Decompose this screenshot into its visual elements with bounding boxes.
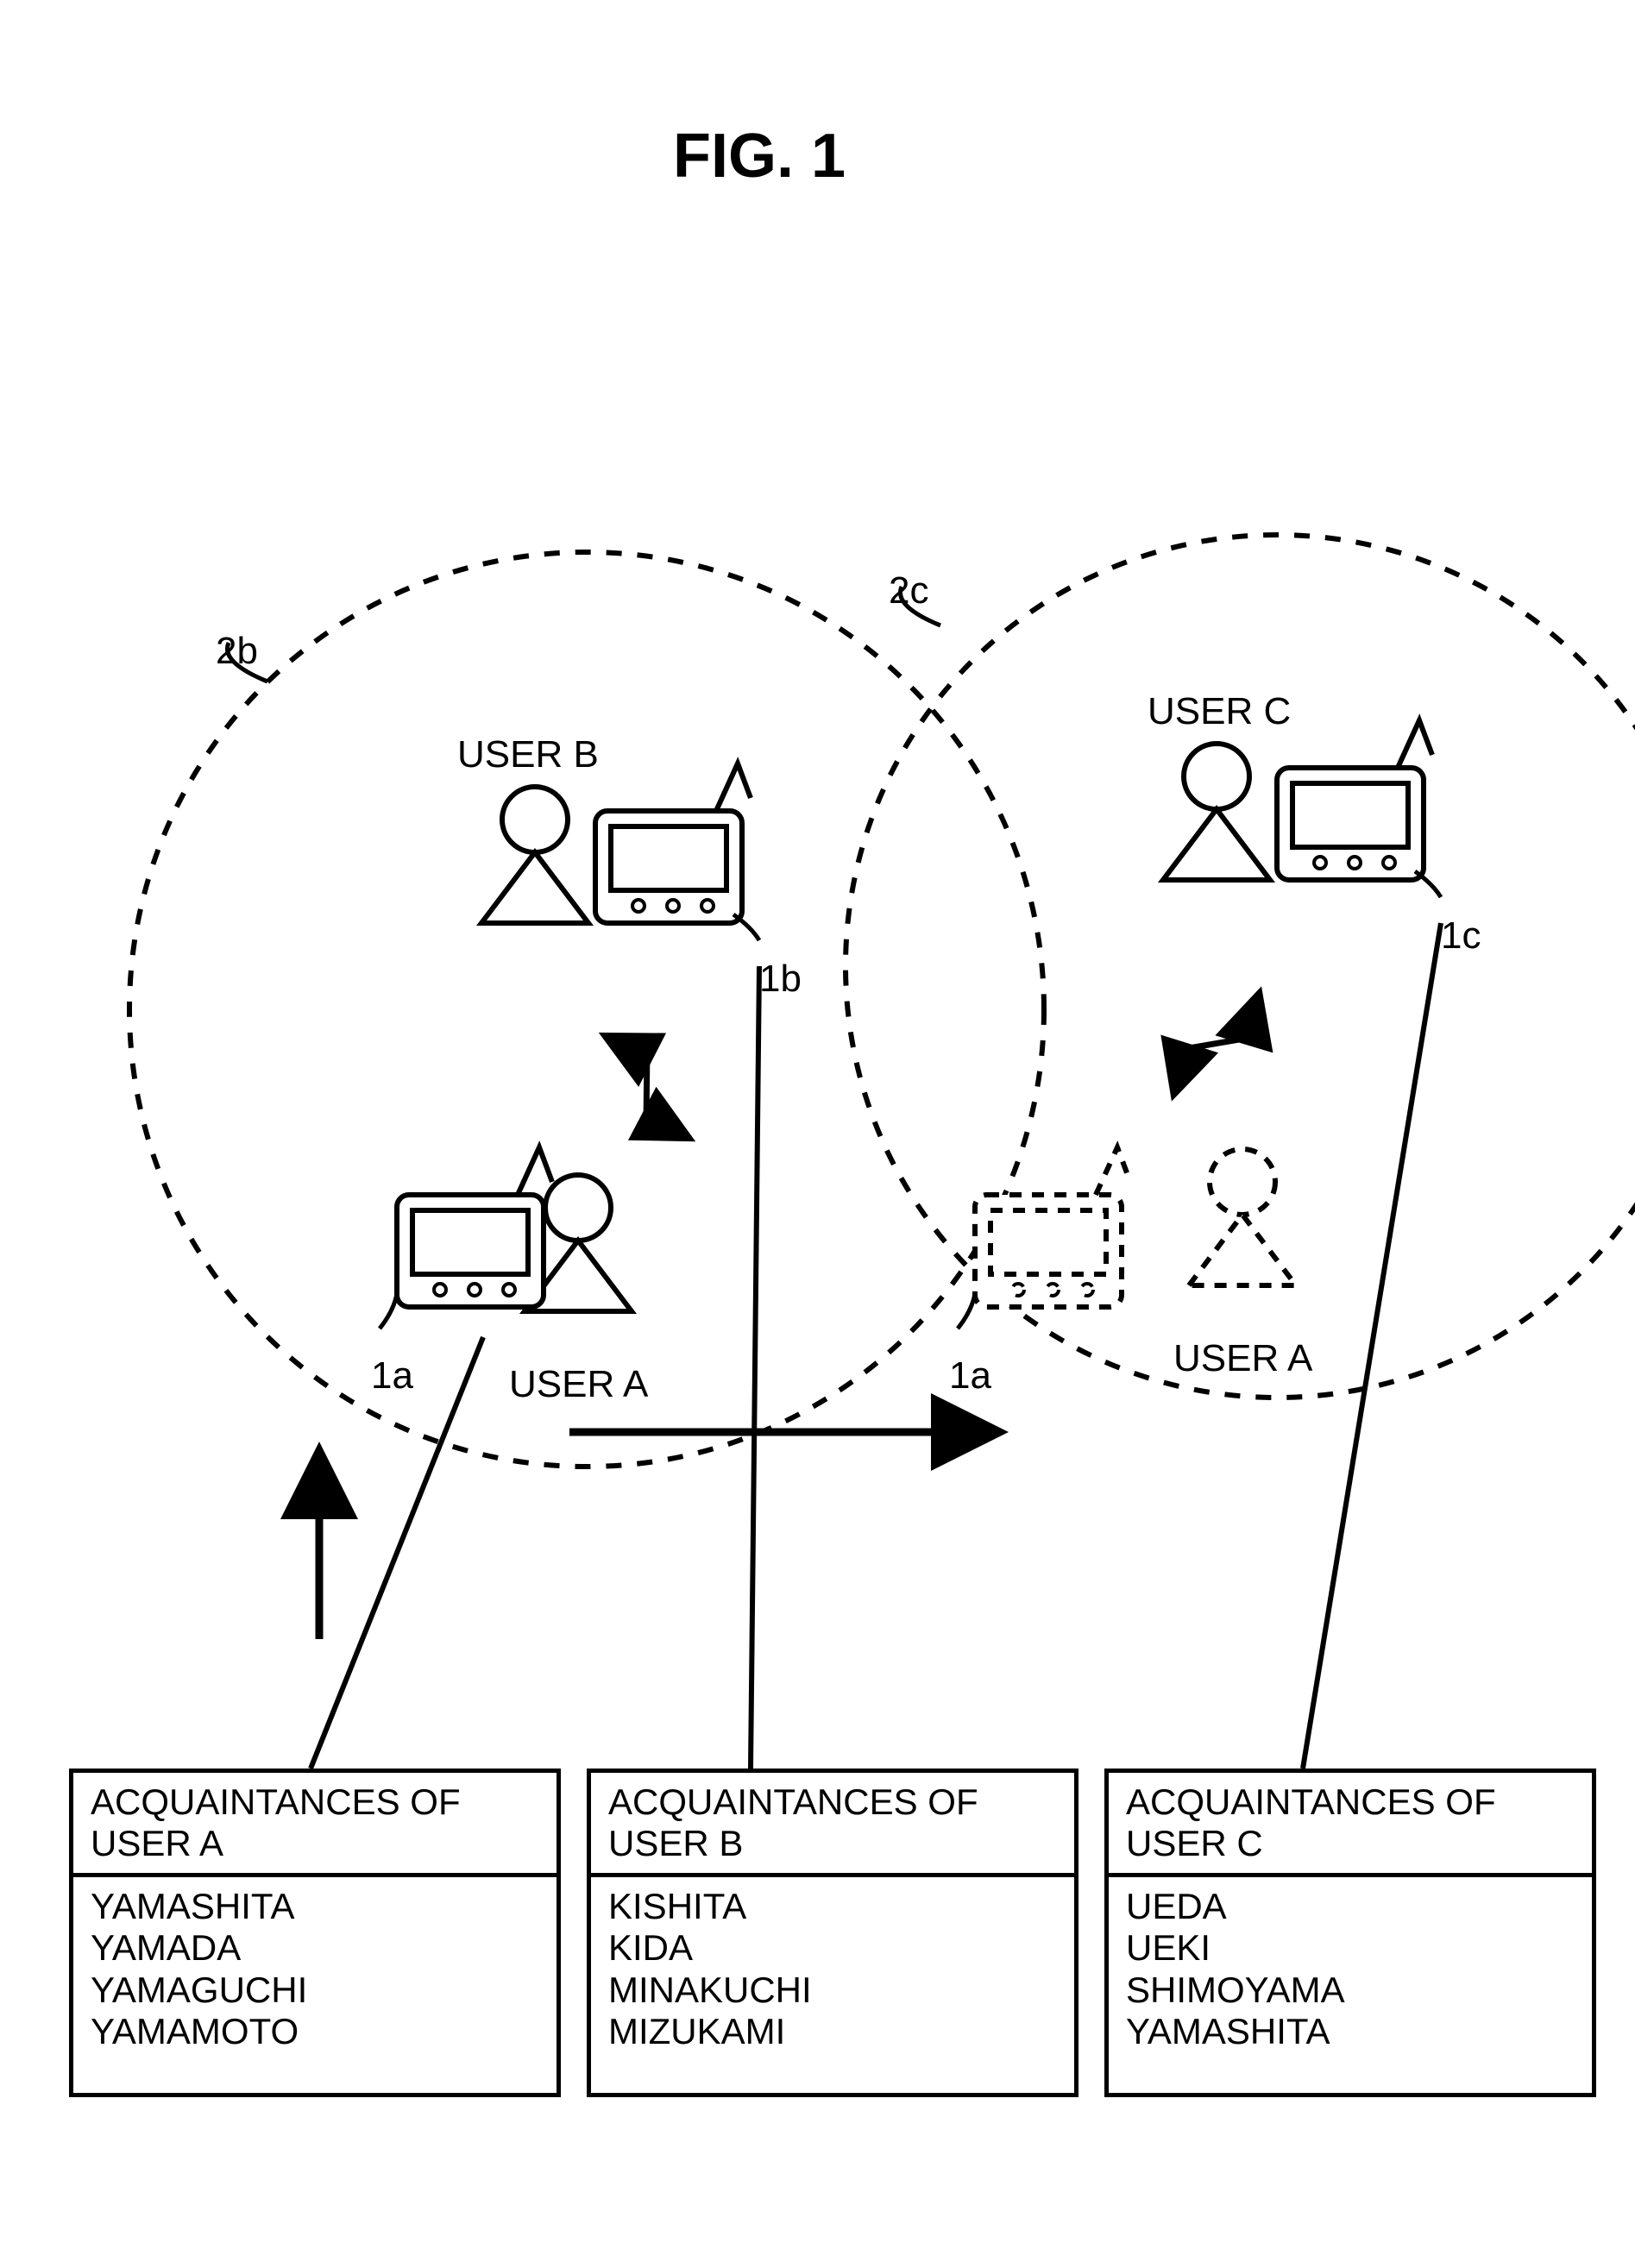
table-row: YAMAMOTO <box>91 2011 539 2052</box>
diagram-label: 2c <box>889 569 928 613</box>
diagram-label: 2b <box>216 630 258 673</box>
table-row: MIZUKAMI <box>608 2011 1057 2052</box>
table-header: ACQUAINTANCES OF USER A <box>73 1773 557 1877</box>
table-row: MINAKUCHI <box>608 1970 1057 2011</box>
table-row: UEDA <box>1126 1886 1575 1927</box>
table-row: UEKI <box>1126 1927 1575 1969</box>
diagram-label: USER B <box>457 733 599 776</box>
acquaintance-table: ACQUAINTANCES OF USER AYAMASHITAYAMADAYA… <box>69 1769 561 2097</box>
diagram-label: USER A <box>509 1363 648 1406</box>
diagram-label: 1a <box>371 1354 413 1398</box>
table-row: YAMAGUCHI <box>91 1970 539 2011</box>
diagram-label: 1c <box>1441 914 1481 958</box>
table-row: YAMASHITA <box>1126 2011 1575 2052</box>
diagram-label: 1a <box>949 1354 991 1398</box>
acquaintance-table: ACQUAINTANCES OF USER B KISHITAKIDAMINAKU… <box>587 1769 1078 2097</box>
acquaintance-table: ACQUAINTANCES OF USER C UEDAUEKISHIMOYAMA… <box>1104 1769 1596 2097</box>
diagram-label: USER A <box>1173 1337 1312 1380</box>
table-row: KISHITA <box>608 1886 1057 1927</box>
table-header: ACQUAINTANCES OF USER C <box>1109 1773 1592 1877</box>
diagram-label: USER C <box>1148 690 1291 733</box>
table-row: SHIMOYAMA <box>1126 1970 1575 2011</box>
table-row: KIDA <box>608 1927 1057 1969</box>
table-row: YAMADA <box>91 1927 539 1969</box>
diagram-label: 1b <box>759 958 802 1001</box>
table-row: YAMASHITA <box>91 1886 539 1927</box>
table-header: ACQUAINTANCES OF USER B <box>591 1773 1074 1877</box>
